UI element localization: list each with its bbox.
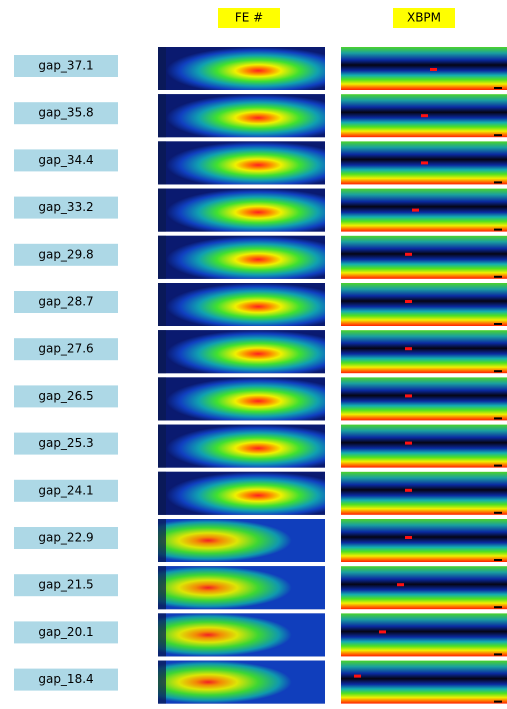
xbpm-image xyxy=(341,519,507,562)
fe-image xyxy=(158,519,325,562)
row-label: gap_26.5 xyxy=(38,389,93,403)
xbpm-tick xyxy=(494,181,502,183)
fe-image-edge xyxy=(158,330,166,373)
xbpm-marker xyxy=(421,114,428,117)
xbpm-image xyxy=(341,661,507,704)
row-label: gap_35.8 xyxy=(38,106,93,120)
xbpm-tick xyxy=(494,606,502,608)
xbpm-marker xyxy=(354,675,361,678)
fe-image-edge xyxy=(158,661,166,704)
xbpm-tick xyxy=(494,276,502,278)
fe-image-edge xyxy=(158,94,166,137)
rows: gap_37.1 gap_35.8 gap_34.4 gap_33.2 gap_29.8… xyxy=(14,47,507,704)
fe-image-edge xyxy=(158,283,166,326)
row-label: gap_25.3 xyxy=(38,436,93,450)
xbpm-image xyxy=(341,566,507,609)
row-label: gap_18.4 xyxy=(38,672,93,686)
fe-image-edge xyxy=(158,377,166,420)
fe-image xyxy=(158,377,325,420)
xbpm-tick xyxy=(494,559,502,561)
fe-image xyxy=(158,330,325,373)
row-label: gap_37.1 xyxy=(38,59,93,73)
xbpm-header: XBPM xyxy=(407,11,441,25)
row-label: gap_27.6 xyxy=(38,342,93,356)
fe-image-edge xyxy=(158,613,166,656)
fe-image xyxy=(158,566,325,609)
xbpm-tick xyxy=(494,701,502,703)
fe-image xyxy=(158,94,325,137)
xbpm-marker xyxy=(379,630,386,633)
page: FE # XBPM gap_37.1 gap_35.8 gap_34.4 gap_33… xyxy=(0,0,507,705)
row-label: gap_22.9 xyxy=(38,531,93,545)
xbpm-image xyxy=(341,425,507,468)
xbpm-image xyxy=(341,613,507,656)
xbpm-marker xyxy=(405,442,412,445)
xbpm-image xyxy=(341,472,507,515)
row-label: gap_33.2 xyxy=(38,200,93,214)
xbpm-image xyxy=(341,377,507,420)
row-label: gap_29.8 xyxy=(38,247,93,261)
fe-image-edge xyxy=(158,519,166,562)
fe-image-edge xyxy=(158,47,166,90)
xbpm-marker xyxy=(397,583,404,586)
fe-image-edge xyxy=(158,141,166,184)
fe-image-edge xyxy=(158,472,166,515)
fe-image-edge xyxy=(158,189,166,232)
xbpm-marker xyxy=(405,300,412,303)
xbpm-marker xyxy=(405,536,412,539)
xbpm-image xyxy=(341,236,507,279)
fe-image-edge xyxy=(158,236,166,279)
xbpm-tick xyxy=(494,229,502,231)
fe-image xyxy=(158,661,325,704)
xbpm-tick xyxy=(494,87,502,89)
xbpm-marker xyxy=(430,68,437,71)
xbpm-image xyxy=(341,47,507,90)
xbpm-tick xyxy=(494,323,502,325)
fe-image xyxy=(158,613,325,656)
xbpm-marker xyxy=(405,253,412,256)
fe-image xyxy=(158,425,325,468)
xbpm-tick xyxy=(494,370,502,372)
xbpm-tick xyxy=(494,417,502,419)
fe-header: FE # xyxy=(235,11,263,25)
row-label: gap_34.4 xyxy=(38,153,93,167)
fe-image xyxy=(158,189,325,232)
row-label: gap_21.5 xyxy=(38,578,93,592)
xbpm-marker xyxy=(421,161,428,164)
xbpm-tick xyxy=(494,653,502,655)
fe-image xyxy=(158,472,325,515)
fe-image xyxy=(158,141,325,184)
xbpm-tick xyxy=(494,512,502,514)
row-label: gap_24.1 xyxy=(38,483,93,497)
fe-image-edge xyxy=(158,566,166,609)
xbpm-tick xyxy=(494,134,502,136)
row-label: gap_20.1 xyxy=(38,625,93,639)
fe-image xyxy=(158,236,325,279)
xbpm-marker xyxy=(412,209,419,212)
fe-image-edge xyxy=(158,425,166,468)
xbpm-image xyxy=(341,189,507,232)
fe-image xyxy=(158,47,325,90)
fe-image xyxy=(158,283,325,326)
xbpm-marker xyxy=(405,489,412,492)
xbpm-image xyxy=(341,283,507,326)
xbpm-marker xyxy=(405,347,412,350)
xbpm-tick xyxy=(494,465,502,467)
xbpm-image xyxy=(341,330,507,373)
xbpm-marker xyxy=(405,394,412,397)
row-label: gap_28.7 xyxy=(38,295,93,309)
